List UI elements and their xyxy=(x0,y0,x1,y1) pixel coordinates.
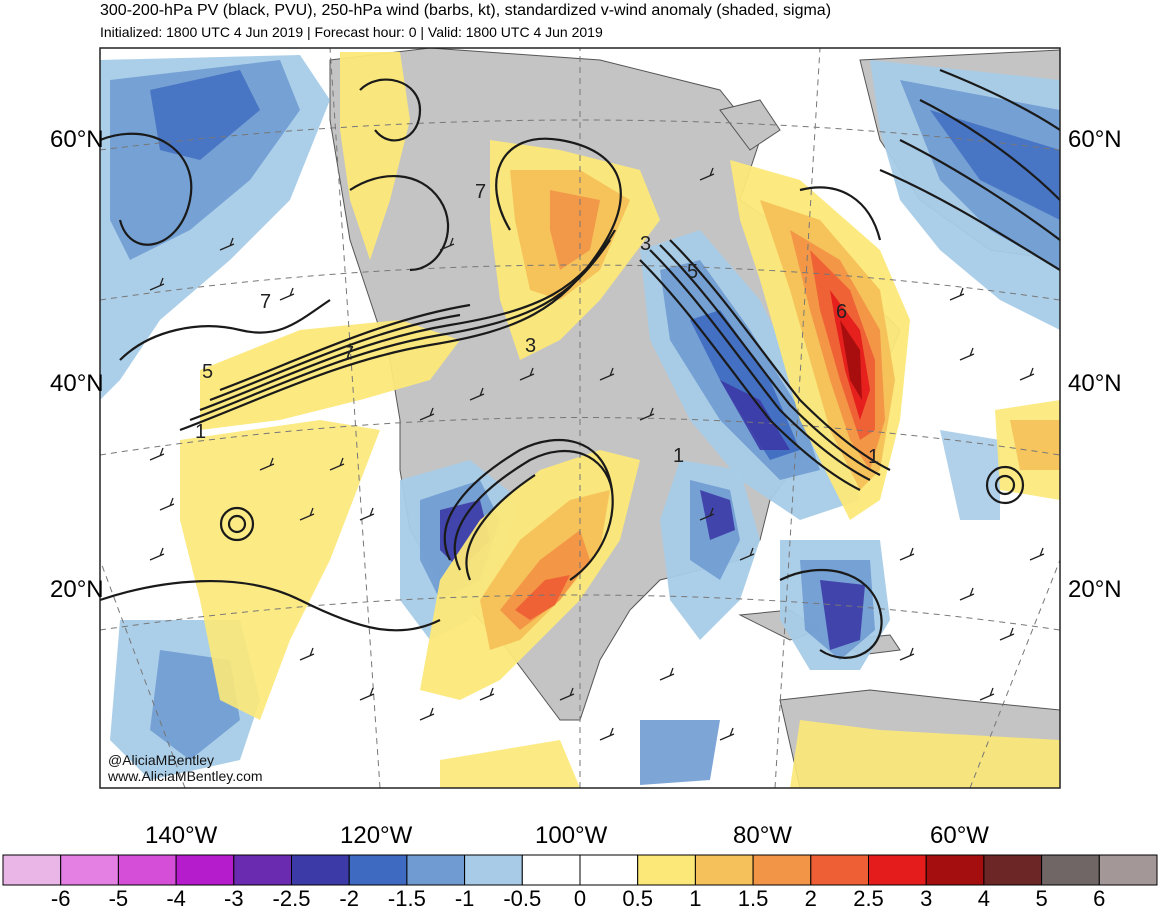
colorbar-tick-label: -4 xyxy=(166,886,186,911)
colorbar-tick-label: -5 xyxy=(108,886,129,911)
contour-label: 7 xyxy=(475,181,486,203)
positive-anomaly-shading xyxy=(180,52,1060,788)
colorbar-swatch xyxy=(637,854,696,886)
colorbar-tick-label: -0.5 xyxy=(503,886,542,911)
contour-label: 3 xyxy=(525,335,536,357)
lat-label-right: 60°N xyxy=(1068,126,1122,153)
colorbar-swatch xyxy=(521,854,581,886)
colorbar-tick-label: -2 xyxy=(339,886,359,911)
map-title: 300-200-hPa PV (black, PVU), 250-hPa win… xyxy=(100,2,832,19)
contour-label: 3 xyxy=(640,233,651,255)
negative-anomaly-shading xyxy=(100,55,1060,785)
map-frame xyxy=(99,47,1061,789)
contour-label: 6 xyxy=(836,301,847,323)
contour-label: 1 xyxy=(195,421,206,443)
colorbar-swatch xyxy=(117,854,177,886)
lat-label-right: 40°N xyxy=(1068,370,1122,397)
graticule xyxy=(100,48,1060,788)
lat-label-right: 20°N xyxy=(1068,576,1122,603)
colorbar-tick-label: -3 xyxy=(224,886,244,911)
colorbar-tick-label: 4 xyxy=(977,886,991,911)
colorbar-tick-label: -2.5 xyxy=(272,886,311,911)
lat-label-left: 40°N xyxy=(50,370,104,397)
colorbar-tick-label: 3 xyxy=(920,886,933,911)
lon-label: 120°W xyxy=(340,822,413,849)
contour-label: 1 xyxy=(673,445,684,467)
colorbar-tick-label: -1.5 xyxy=(387,886,426,911)
colorbar-swatch xyxy=(752,854,812,886)
contour-label: 7 xyxy=(260,291,271,313)
colorbar-swatch xyxy=(233,854,293,886)
colorbar-swatch xyxy=(868,854,927,886)
colorbar xyxy=(2,854,1158,886)
colorbar-tick-label: 6 xyxy=(1093,886,1106,911)
contour-label: 5 xyxy=(202,361,213,383)
colorbar-swatch xyxy=(60,854,119,886)
colorbar-swatch xyxy=(291,854,350,886)
colorbar-swatch xyxy=(2,854,62,886)
lon-label: 140°W xyxy=(145,822,218,849)
contour-label: 5 xyxy=(687,261,698,283)
pv-contours xyxy=(100,68,1060,659)
credit-url: www.AliciaMBentley.com xyxy=(108,768,263,784)
colorbar-swatch xyxy=(810,854,869,886)
lon-label: 60°W xyxy=(930,822,989,849)
colorbar-tick-label: 2.5 xyxy=(853,886,884,911)
colorbar-swatch xyxy=(1041,854,1100,886)
lat-label-left: 60°N xyxy=(50,126,104,153)
colorbar-swatch xyxy=(579,854,639,886)
map-subtitle: Initialized: 1800 UTC 4 Jun 2019 | Forec… xyxy=(100,24,603,40)
colorbar-tick-label: 0.5 xyxy=(622,886,653,911)
contour-label: 1 xyxy=(868,446,879,468)
colorbar-tick-label: 1 xyxy=(689,886,702,911)
colorbar-tick-label: 5 xyxy=(1035,886,1048,911)
colorbar-swatch xyxy=(983,854,1043,886)
colorbar-swatch xyxy=(694,854,754,886)
contour-labels: 7 7 5 7 1 3 3 5 1 6 1 xyxy=(195,181,879,468)
colorbar-swatch xyxy=(175,854,235,886)
credit-handle: @AliciaMBentley xyxy=(108,752,215,768)
lon-label: 100°W xyxy=(535,822,608,849)
lat-label-left: 20°N xyxy=(50,576,104,603)
colorbar-swatch xyxy=(925,854,985,886)
colorbar-swatch xyxy=(406,854,466,886)
colorbar-swatch xyxy=(348,854,408,886)
colorbar-tick-label: -1 xyxy=(454,886,475,911)
colorbar-swatch xyxy=(1098,854,1158,886)
colorbar-swatch xyxy=(464,854,523,886)
wind-barbs xyxy=(149,167,1045,741)
contour-label: 7 xyxy=(343,343,354,365)
colorbar-tick-label: 0 xyxy=(573,886,587,911)
lon-label: 80°W xyxy=(733,822,792,849)
colorbar-tick-label: 1.5 xyxy=(737,886,769,911)
weather-map: 7 7 5 7 1 3 3 5 1 6 1 xyxy=(99,47,1061,789)
colorbar-tick-label: 2 xyxy=(804,886,817,911)
colorbar-tick-label: -6 xyxy=(50,886,71,911)
